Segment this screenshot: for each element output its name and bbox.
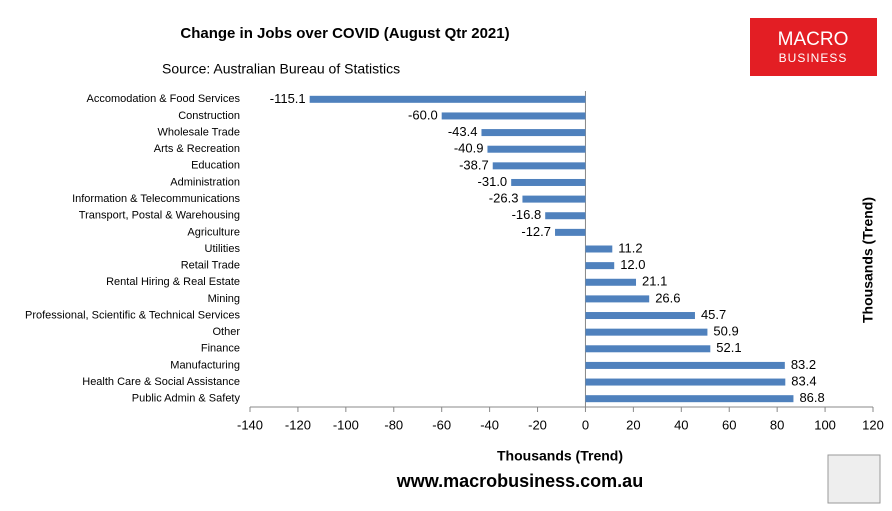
x-axis-label: Thousands (Trend): [497, 448, 623, 464]
y-tick-label: Education: [191, 160, 240, 172]
value-label: 45.7: [701, 307, 726, 322]
fox-icon: [827, 454, 881, 504]
y-tick-label: Rental Hiring & Real Estate: [106, 276, 240, 288]
x-tick-label: 80: [770, 417, 784, 432]
value-label: -60.0: [408, 107, 438, 122]
bar: [511, 178, 586, 186]
value-label: 12.0: [620, 257, 645, 272]
bar: [585, 262, 615, 270]
x-tick-label: 60: [722, 417, 736, 432]
bar: [522, 195, 586, 203]
x-tick-label: 120: [862, 417, 884, 432]
y-tick-label: Public Admin & Safety: [132, 393, 241, 405]
footer-url: www.macrobusiness.com.au: [396, 471, 643, 491]
value-label: 86.8: [799, 390, 824, 405]
bar: [585, 328, 708, 336]
x-tick-label: -120: [285, 417, 311, 432]
value-label: 26.6: [655, 290, 680, 305]
value-label: 50.9: [713, 324, 738, 339]
y-tick-label: Construction: [178, 110, 240, 122]
y-tick-label: Information & Telecommunications: [72, 193, 240, 205]
logo: [750, 18, 877, 76]
value-label: -16.8: [512, 207, 542, 222]
bar: [585, 345, 711, 353]
value-label: 11.2: [618, 240, 642, 255]
x-tick-label: 0: [582, 417, 589, 432]
y-tick-label: Utilities: [205, 243, 241, 255]
y-tick-label: Retail Trade: [181, 260, 240, 272]
x-tick-label: 20: [626, 417, 640, 432]
value-label: -43.4: [448, 124, 478, 139]
x-tick-label: -140: [237, 417, 263, 432]
x-tick-label: 100: [814, 417, 836, 432]
y-tick-label: Manufacturing: [170, 359, 240, 371]
y-tick-label: Other: [212, 326, 240, 338]
y-tick-label: Wholesale Trade: [157, 126, 240, 138]
bar: [492, 162, 586, 170]
bar: [585, 361, 785, 369]
bar: [555, 228, 586, 236]
y-tick-label: Finance: [201, 343, 240, 355]
value-label: -115.1: [270, 91, 306, 106]
bar: [585, 278, 637, 286]
y-tick-label: Transport, Postal & Warehousing: [79, 210, 240, 222]
chart-title: Change in Jobs over COVID (August Qtr 20…: [180, 25, 509, 42]
y-tick-label: Arts & Recreation: [154, 143, 240, 155]
bar: [585, 378, 786, 386]
value-label: 83.2: [791, 357, 816, 372]
y-tick-label: Mining: [208, 293, 240, 305]
x-tick-label: -20: [528, 417, 547, 432]
bar: [585, 245, 613, 253]
logo-text: BUSINESS: [779, 51, 848, 65]
value-label: -12.7: [521, 224, 551, 239]
value-label: -26.3: [489, 191, 519, 206]
y-tick-label: Administration: [170, 176, 240, 188]
x-tick-label: -40: [480, 417, 499, 432]
bar: [545, 212, 586, 220]
value-label: -38.7: [459, 157, 489, 172]
value-label: -40.9: [454, 141, 484, 156]
y-axis-label: Thousands (Trend): [860, 197, 876, 323]
bar: [481, 129, 586, 137]
y-tick-label: Health Care & Social Assistance: [82, 376, 240, 388]
chart-subtitle: Source: Australian Bureau of Statistics: [162, 61, 400, 77]
bar: [585, 295, 650, 303]
bar: [487, 145, 586, 153]
value-label: 83.4: [791, 373, 816, 388]
bar: [585, 395, 794, 403]
x-tick-label: 40: [674, 417, 688, 432]
x-tick-label: -60: [432, 417, 451, 432]
bar: [309, 95, 586, 103]
y-tick-label: Professional, Scientific & Technical Ser…: [25, 309, 241, 321]
value-label: 52.1: [716, 340, 741, 355]
x-tick-label: -80: [384, 417, 403, 432]
x-tick-label: -100: [333, 417, 359, 432]
y-tick-label: Agriculture: [187, 226, 240, 238]
bar: [441, 112, 586, 120]
value-label: 21.1: [642, 274, 667, 289]
value-label: -31.0: [478, 174, 508, 189]
y-tick-label: Accomodation & Food Services: [87, 93, 241, 105]
bar: [585, 312, 695, 320]
logo-text: MACRO: [778, 29, 849, 50]
